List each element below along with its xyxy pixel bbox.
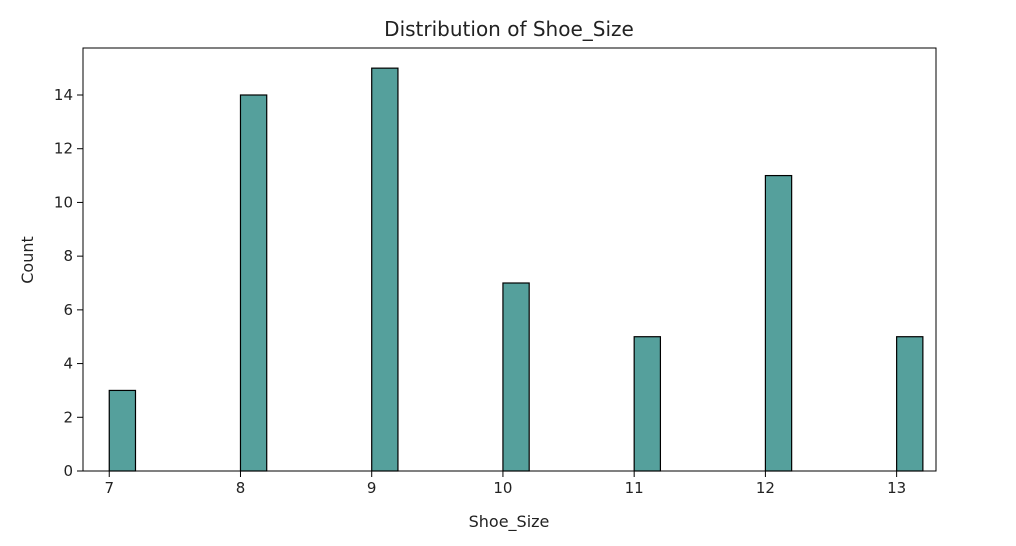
bar-10 (502, 282, 530, 472)
x-tick-label: 13 (887, 479, 906, 497)
bars-group (108, 67, 924, 472)
x-axis-title: Shoe_Size (469, 512, 550, 532)
y-tick-label: 14 (54, 86, 73, 104)
y-tick-label: 12 (54, 140, 73, 158)
x-tick-label: 12 (756, 479, 775, 497)
bar-11 (633, 336, 662, 472)
bar-13 (896, 336, 924, 472)
y-tick-label: 4 (63, 355, 73, 373)
y-tick-label: 2 (63, 408, 73, 426)
x-tick-label: 7 (104, 479, 114, 497)
chart-title: Distribution of Shoe_Size (384, 17, 634, 41)
x-tick-label: 10 (493, 479, 512, 497)
y-tick-label: 8 (63, 247, 73, 265)
y-tick-label: 0 (63, 462, 73, 480)
y-axis-ticks: 0 2 4 6 8 10 12 14 (54, 86, 83, 480)
bar-7 (108, 389, 137, 472)
bar-9 (371, 67, 399, 472)
bar-8 (239, 94, 268, 472)
x-tick-label: 11 (625, 479, 644, 497)
y-tick-label: 10 (54, 193, 73, 211)
y-axis-title: Count (18, 236, 37, 284)
plot-frame (82, 47, 937, 472)
bar-12 (764, 174, 793, 472)
x-tick-label: 8 (236, 479, 246, 497)
x-tick-label: 9 (367, 479, 377, 497)
y-tick-label: 6 (63, 301, 73, 319)
x-axis-ticks: 7 8 9 10 11 12 13 (104, 471, 906, 497)
